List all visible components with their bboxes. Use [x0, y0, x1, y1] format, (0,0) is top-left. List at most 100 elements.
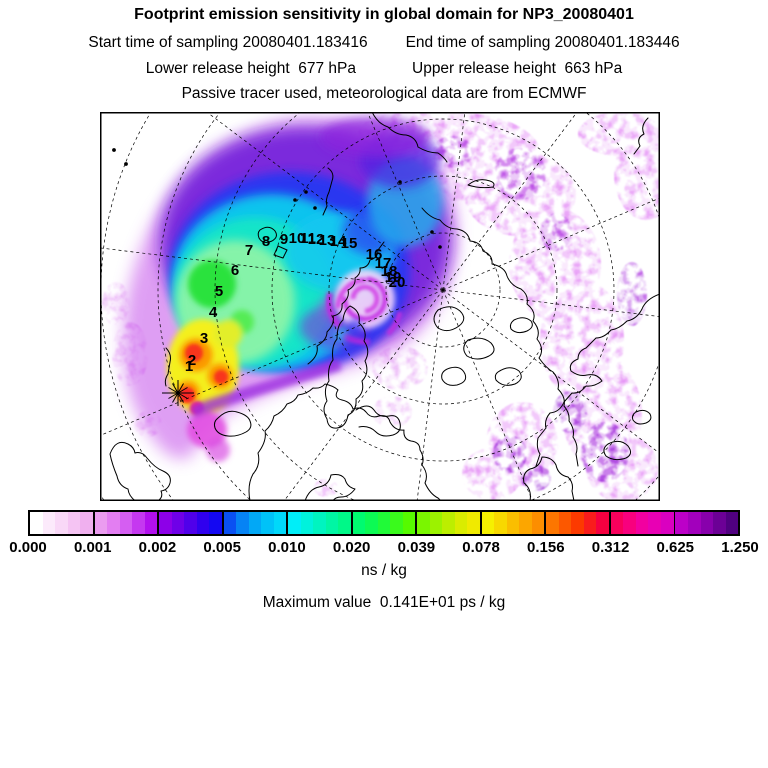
- colorbar-cell: [107, 512, 120, 534]
- trajectory-point-2: 2: [188, 352, 196, 369]
- colorbar-cell: [713, 512, 726, 534]
- colorbar-cell: [442, 512, 455, 534]
- page-title: Footprint emission sensitivity in global…: [134, 6, 634, 23]
- colorbar-cell: [288, 512, 301, 534]
- colorbar-cell: [481, 512, 495, 534]
- colorbar-cell: [546, 512, 559, 534]
- colorbar-segment: [610, 512, 676, 534]
- colorbar-tick-label: 0.039: [397, 539, 436, 556]
- trajectory-point-16: 16: [366, 246, 383, 263]
- meridian-line: [100, 247, 444, 291]
- colorbar-segment: [159, 512, 224, 534]
- colorbar-cell: [583, 512, 597, 534]
- colorbar-cell: [313, 512, 326, 534]
- colorbar-cell: [675, 512, 688, 534]
- colorbar-segment: [481, 512, 547, 534]
- trajectory-point-17: 17: [375, 255, 392, 272]
- colorbar-tick-label: 0.001: [73, 539, 112, 556]
- meridian-line: [442, 289, 660, 454]
- colorbar-cell: [660, 512, 674, 534]
- colorbar-tick-label: 0.156: [527, 539, 565, 556]
- latitude-circle: [157, 112, 660, 501]
- colorbar-cell: [132, 512, 145, 534]
- trajectory-point-14: 14: [330, 233, 347, 250]
- latitude-circle: [271, 118, 615, 462]
- colorbar-cell: [402, 512, 416, 534]
- colorbar-cell: [171, 512, 185, 534]
- meridian-line: [442, 112, 466, 291]
- colorbar-segment: [94, 512, 160, 534]
- asterisk-ray: [168, 387, 188, 399]
- trajectory-point-20: 20: [389, 274, 406, 291]
- colorbar-segment: [223, 512, 289, 534]
- colorbar-cell: [700, 512, 714, 534]
- trajectory-point-6: 6: [231, 262, 239, 279]
- colorbar-cell: [417, 512, 430, 534]
- colorbar-cell: [610, 512, 624, 534]
- colorbar-cell: [558, 512, 572, 534]
- map-border: [100, 112, 660, 501]
- lower-release-text: Lower release height 677 hPa: [145, 60, 356, 77]
- colorbar-cell: [273, 512, 287, 534]
- coastlines: [109, 112, 660, 501]
- colorbar-cell: [725, 512, 739, 534]
- meridian-line: [283, 289, 444, 501]
- trajectory-point-5: 5: [215, 283, 223, 300]
- trajectory-point-9: 9: [280, 231, 288, 248]
- colorbar-cell: [80, 512, 93, 534]
- release-marker: [162, 380, 194, 406]
- colorbar-cell: [648, 512, 661, 534]
- colorbar-cell: [55, 512, 68, 534]
- colorbar-cell: [635, 512, 649, 534]
- colorbar-tick-label: 0.312: [591, 539, 630, 556]
- max-value-text: Maximum value 0.141E+01 ps / kg: [262, 594, 506, 611]
- colorbar-segments: [28, 510, 740, 536]
- colorbar-tick-label: 0.010: [268, 539, 306, 556]
- upper-release-text: Upper release height 663 hPa: [412, 60, 623, 77]
- sampling-times-row: Start time of sampling 20080401.183416 E…: [0, 34, 768, 52]
- colorbar-tick-label: 0.625: [656, 539, 695, 556]
- meridian-line: [206, 112, 444, 291]
- colorbar-cell: [365, 512, 378, 534]
- colorbar-cell: [209, 512, 222, 534]
- colorbar-cell: [467, 512, 480, 534]
- latitude-circle: [214, 112, 660, 501]
- colorbar-cell: [184, 512, 197, 534]
- trajectory-point-1: 1: [185, 358, 193, 375]
- trajectory-point-12: 12: [308, 231, 325, 248]
- trajectory-point-13: 13: [319, 232, 336, 249]
- meridian-line: [442, 289, 660, 317]
- colorbar-ticks: 0.000 0.001 0.002 0.005 0.010 0.020 0.039 0.078…: [0, 539, 768, 557]
- latitude-circle: [328, 175, 558, 405]
- meridian-line: [442, 197, 660, 291]
- colorbar-cell: [571, 512, 584, 534]
- trajectory-point-11: 11: [300, 230, 316, 247]
- colorbar-cell: [144, 512, 158, 534]
- trajectory-point-19: 19: [385, 269, 402, 286]
- colorbar-cell: [596, 512, 609, 534]
- trajectory-point-7: 7: [245, 242, 253, 259]
- colorbar-cell: [159, 512, 172, 534]
- trajectory-point-10: 10: [289, 230, 306, 247]
- release-heights-row: Lower release height 677 hPa Upper relea…: [0, 60, 768, 78]
- trajectory-point-3: 3: [200, 330, 208, 347]
- trajectory-point-4: 4: [209, 304, 218, 321]
- colorbar-tick-label: 0.005: [203, 539, 241, 556]
- colorbar-segment: [675, 512, 739, 534]
- trajectory-point-8: 8: [262, 233, 270, 250]
- colorbar-cell: [325, 512, 339, 534]
- colorbar-cell: [531, 512, 545, 534]
- colorbar-cell: [390, 512, 403, 534]
- colorbar-cell: [94, 512, 108, 534]
- colorbar-cell: [338, 512, 351, 534]
- colorbar-cell: [519, 512, 532, 534]
- meridian-line: [367, 112, 444, 291]
- colorbar-cell: [223, 512, 237, 534]
- tracer-note-text: Passive tracer used, meteorological data…: [181, 85, 587, 102]
- colorbar-segment: [417, 512, 482, 534]
- meridian-line: [442, 289, 533, 501]
- colorbar-segment: [546, 512, 611, 534]
